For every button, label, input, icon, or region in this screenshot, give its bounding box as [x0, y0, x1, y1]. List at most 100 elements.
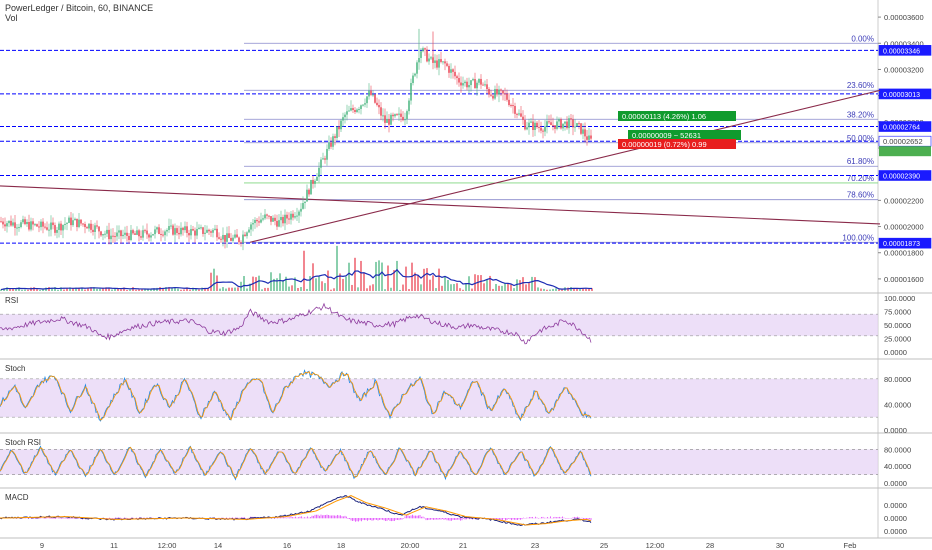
current-price-tag [879, 146, 931, 157]
candle-body [36, 224, 38, 227]
macd-histogram-bar [518, 518, 520, 520]
candle-body [12, 222, 14, 226]
volume-bar [591, 288, 593, 291]
volume-bar [213, 268, 215, 291]
macd-histogram-bar [584, 518, 586, 520]
candle-body [342, 117, 344, 121]
candle-body [476, 82, 478, 89]
candle-body [542, 130, 544, 132]
volume-bar [111, 289, 113, 291]
macd-histogram-bar [46, 517, 47, 519]
candle-body [52, 222, 54, 226]
macd-histogram-bar [373, 518, 374, 521]
volume-bar [228, 287, 230, 291]
macd-histogram-bar [386, 518, 388, 521]
volume-bar [474, 274, 476, 291]
candle-body [264, 214, 266, 219]
macd-histogram-bar [73, 517, 74, 519]
candle-body [108, 229, 110, 240]
macd-histogram-bar [529, 517, 530, 519]
macd-histogram-bar [289, 517, 290, 519]
macd-histogram-bar [118, 517, 119, 519]
candle-body [460, 82, 462, 86]
candle-body [474, 79, 476, 89]
volume-bar [234, 287, 236, 291]
candle-body [454, 71, 456, 77]
candle-body [42, 221, 44, 227]
candle-body [330, 142, 332, 147]
volume-bar [57, 289, 59, 291]
macd-pane-label: MACD [5, 493, 29, 502]
volume-bar [489, 275, 491, 291]
macd-histogram-bar [332, 515, 334, 519]
price-tag-label: 0.00002652 [883, 137, 923, 146]
macd-histogram-bar [425, 518, 427, 521]
macd-histogram-bar [307, 516, 308, 519]
stoch-rsi-tick-label: 80.0000 [884, 445, 911, 454]
volume-bar [24, 289, 26, 291]
volume-bar [462, 289, 464, 291]
volume-bar [444, 276, 446, 291]
volume-bar [75, 287, 77, 291]
price-tag-box [878, 121, 932, 132]
volume-bar [69, 287, 71, 291]
macd-histogram-bar [503, 518, 505, 519]
candle-body [338, 126, 340, 130]
candle-body [206, 229, 208, 233]
macd-histogram-bar [467, 518, 469, 519]
macd-histogram-bar [464, 518, 466, 520]
candle-body [570, 118, 572, 120]
loss-box [618, 139, 736, 149]
candle-body [212, 229, 214, 233]
macd-histogram-bar [68, 518, 70, 520]
fib-level-label: 78.60% [847, 191, 874, 200]
candle-body [124, 232, 126, 235]
candle-body [16, 227, 18, 229]
candle-body [64, 223, 66, 225]
candle-body [90, 223, 92, 230]
volume-bar [453, 284, 455, 291]
macd-histogram-bar [37, 518, 38, 519]
macd-histogram-bar [442, 518, 443, 520]
volume-bar [342, 278, 344, 291]
macd-histogram-bar [337, 514, 338, 519]
volume-bar [168, 287, 170, 291]
candle-body [260, 219, 262, 223]
macd-histogram-bar [286, 517, 287, 519]
macd-histogram-bar [44, 518, 46, 519]
candle-body [218, 237, 220, 239]
candle-body [324, 158, 326, 160]
time-tick-label: 20:00 [401, 541, 420, 550]
candle-body [584, 129, 586, 137]
macd-histogram-bar [278, 517, 280, 519]
rsi-tick-label: 100.0000 [884, 294, 915, 303]
volume-bar [195, 288, 197, 291]
macd-histogram-bar [587, 518, 589, 520]
fib-level-label: 23.60% [847, 81, 874, 90]
macd-histogram-bar [398, 518, 400, 521]
macd-histogram-bar [371, 518, 373, 521]
candle-body [118, 230, 120, 233]
candle-body [352, 108, 354, 111]
macd-histogram-bar [76, 518, 77, 519]
candle-body [232, 237, 234, 241]
volume-bar [585, 288, 587, 291]
candle-body [30, 221, 32, 230]
macd-histogram-bar [233, 518, 235, 520]
macd-histogram-bar [350, 518, 352, 521]
macd-histogram-bar [335, 515, 337, 519]
macd-histogram-bar [437, 518, 439, 520]
macd-histogram-bar [136, 517, 137, 519]
candle-body [322, 158, 324, 160]
macd-histogram-bar [553, 517, 554, 519]
rsi-tick-label: 75.0000 [884, 308, 911, 317]
candle-body [74, 218, 76, 221]
volume-bar [387, 265, 389, 291]
volume-bar [546, 289, 548, 291]
candle-body [566, 121, 568, 129]
volume-bar [477, 275, 479, 291]
volume-bar [525, 284, 527, 291]
macd-histogram-bar [461, 518, 463, 521]
